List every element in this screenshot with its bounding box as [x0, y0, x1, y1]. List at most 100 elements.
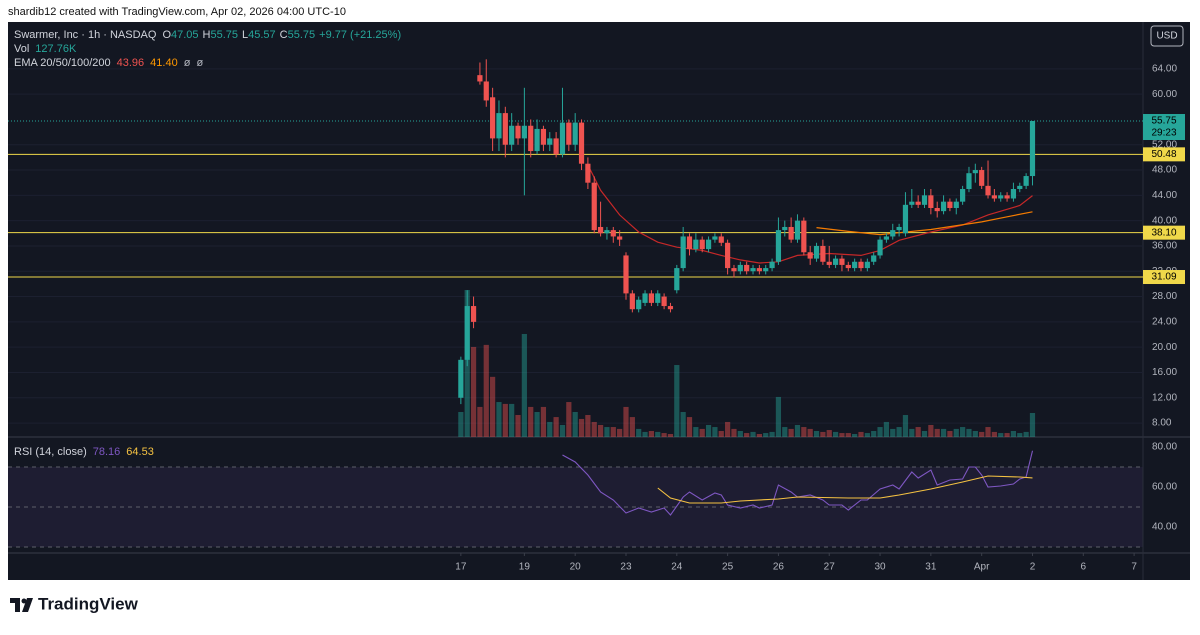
ohlc-value: 55.75	[210, 29, 238, 41]
candle-body	[801, 220, 807, 253]
candle-body	[464, 306, 470, 360]
volume-bar	[832, 431, 839, 437]
candle-body	[1004, 195, 1010, 199]
currency-button[interactable]: USD	[1150, 25, 1184, 47]
candle-body	[972, 170, 978, 174]
candle-body	[953, 201, 959, 208]
candle-body	[928, 195, 934, 208]
volume-bar	[928, 424, 934, 437]
volume-bar	[953, 428, 959, 437]
volume-bar	[680, 411, 686, 437]
volume-bar	[521, 333, 527, 437]
countdown: 29:23	[1151, 128, 1176, 139]
volume-bar	[763, 433, 769, 437]
volume-bar	[1017, 433, 1023, 437]
candle-body	[782, 226, 788, 231]
y-tick-label: 20.00	[1152, 342, 1177, 353]
x-tick-label: 7	[1131, 562, 1137, 573]
x-tick-label: 25	[722, 562, 734, 573]
candle-body	[566, 122, 572, 145]
candle-body	[858, 261, 864, 269]
candle-body	[604, 230, 610, 234]
ohlc-key: C	[280, 29, 288, 41]
change: +9.77 (+21.25%)	[319, 29, 401, 41]
candle-body	[490, 97, 496, 139]
candle-body	[852, 261, 858, 269]
brand-name: TradingView	[38, 594, 139, 613]
x-tick-label: 27	[824, 562, 836, 573]
candle-body	[807, 252, 813, 259]
candle-body	[578, 122, 585, 164]
volume-bar	[642, 431, 648, 437]
ema-value: 43.96	[117, 57, 145, 69]
volume-bar	[756, 433, 762, 437]
brand-logo-dot	[21, 598, 27, 604]
currency-box[interactable]	[1150, 25, 1184, 47]
candle-body	[890, 230, 896, 237]
candle-body	[750, 268, 756, 272]
volume-bar	[731, 428, 737, 437]
candle-body	[985, 185, 991, 196]
candle-body	[737, 264, 743, 272]
volume-bar	[661, 433, 667, 437]
candle-body	[686, 236, 693, 250]
candle-body	[540, 128, 547, 145]
volume-bar	[667, 433, 674, 437]
volume-bar	[470, 346, 477, 437]
candle-body	[521, 125, 527, 139]
candle-body	[1017, 185, 1023, 190]
volume-bar	[883, 421, 890, 437]
volume-bar	[610, 427, 616, 437]
legend-row: Swarmer, Inc · 1h · NASDAQ O47.05 H55.75 L4…	[14, 29, 401, 41]
y-tick-label: 44.00	[1152, 190, 1177, 201]
volume-bar	[864, 433, 870, 437]
candle-body	[788, 226, 794, 240]
candle-body	[896, 226, 902, 231]
candle-body	[699, 239, 705, 250]
volume-bar	[591, 421, 597, 437]
volume-bar	[712, 427, 718, 437]
volume-bar	[572, 411, 578, 437]
candle-body	[705, 239, 712, 250]
volume-bar	[686, 417, 693, 437]
ohlc-key: H	[203, 29, 211, 41]
volume-bar	[839, 433, 845, 437]
currency[interactable]: USD	[1156, 31, 1177, 42]
x-tick-label: Apr	[974, 562, 990, 573]
rsi-tick-label: 40.00	[1152, 522, 1177, 533]
rsi-tick-label: 60.00	[1152, 482, 1177, 493]
ohlc-key: O	[162, 29, 171, 41]
volume-bar	[794, 424, 801, 437]
candle-body	[470, 306, 477, 322]
volume-bar	[972, 430, 978, 437]
candle-body	[731, 268, 737, 272]
candle-body	[845, 264, 851, 269]
candle-body	[648, 293, 654, 303]
ema-value: ø	[196, 57, 203, 69]
candle-body	[756, 268, 762, 272]
x-tick-label: 30	[874, 562, 886, 573]
volume-bar	[597, 424, 604, 437]
volume-bar	[852, 433, 858, 437]
candle-body	[820, 245, 826, 262]
ohlc-value: 55.75	[288, 29, 316, 41]
candle-body	[998, 195, 1004, 199]
volume-bar	[801, 427, 807, 437]
ohlc-value: 47.05	[171, 29, 199, 41]
rsi-value: 78.16	[93, 446, 121, 458]
volume-bar	[604, 427, 610, 437]
volume-bar	[845, 433, 851, 437]
volume-bar	[553, 417, 559, 437]
level-label-box	[1143, 270, 1185, 285]
legend-row: EMA 20/50/100/200 43.96 41.40 ø ø	[14, 57, 203, 69]
volume-bar	[896, 427, 902, 437]
y-tick-label: 8.00	[1152, 418, 1172, 429]
candle-body	[629, 293, 635, 310]
ohlc-value: 45.57	[248, 29, 276, 41]
y-tick-label: 48.00	[1152, 165, 1177, 176]
candle-body	[991, 195, 997, 199]
candle-body	[572, 122, 578, 145]
volume-bar	[509, 403, 515, 437]
candle-body	[960, 189, 966, 202]
volume-bar	[648, 430, 654, 437]
